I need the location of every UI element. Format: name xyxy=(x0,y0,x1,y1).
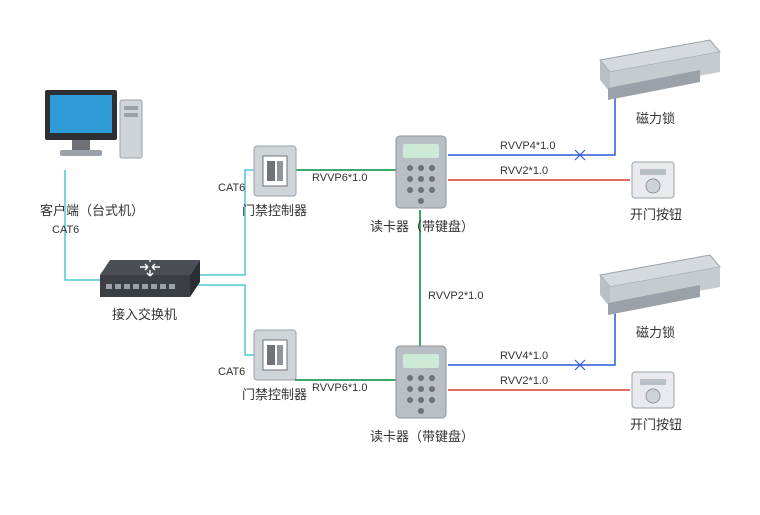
controller1-label: 门禁控制器 xyxy=(242,200,307,219)
card-reader-1-icon xyxy=(396,136,446,208)
edge-label-0: CAT6 xyxy=(52,224,79,236)
edge-label-2: CAT6 xyxy=(218,366,245,378)
access-controller-1-icon xyxy=(254,146,296,196)
exit-button-2-icon xyxy=(632,372,674,408)
access-controller-2-icon xyxy=(254,330,296,380)
button1-label: 开门按钮 xyxy=(630,204,682,223)
edge-label-6: RVVP4*1.0 xyxy=(500,140,555,152)
client-label: 客户端（台式机） xyxy=(40,200,144,219)
edge-label-9: RVV2*1.0 xyxy=(500,375,548,387)
edge-label-1: CAT6 xyxy=(218,182,245,194)
controller2-label: 门禁控制器 xyxy=(242,384,307,403)
edge-label-5: RVVP2*1.0 xyxy=(428,290,483,302)
maglock2-label: 磁力锁 xyxy=(636,322,675,341)
card-reader-2-icon xyxy=(396,346,446,418)
edge-label-8: RVV4*1.0 xyxy=(500,350,548,362)
magnetic-lock-1-icon xyxy=(600,40,720,100)
exit-button-1-icon xyxy=(632,162,674,198)
magnetic-lock-2-icon xyxy=(600,255,720,315)
client-pc-icon xyxy=(45,90,142,158)
reader2-label: 读卡器（带键盘） xyxy=(370,426,474,445)
switch-label: 接入交换机 xyxy=(112,304,177,323)
edge-label-4: RVVP6*1.0 xyxy=(312,382,367,394)
maglock1-label: 磁力锁 xyxy=(636,108,675,127)
button2-label: 开门按钮 xyxy=(630,414,682,433)
edge-label-3: RVVP6*1.0 xyxy=(312,172,367,184)
reader1-label: 读卡器（带键盘） xyxy=(370,216,474,235)
edge-label-7: RVV2*1.0 xyxy=(500,165,548,177)
switch-icon xyxy=(100,256,200,297)
